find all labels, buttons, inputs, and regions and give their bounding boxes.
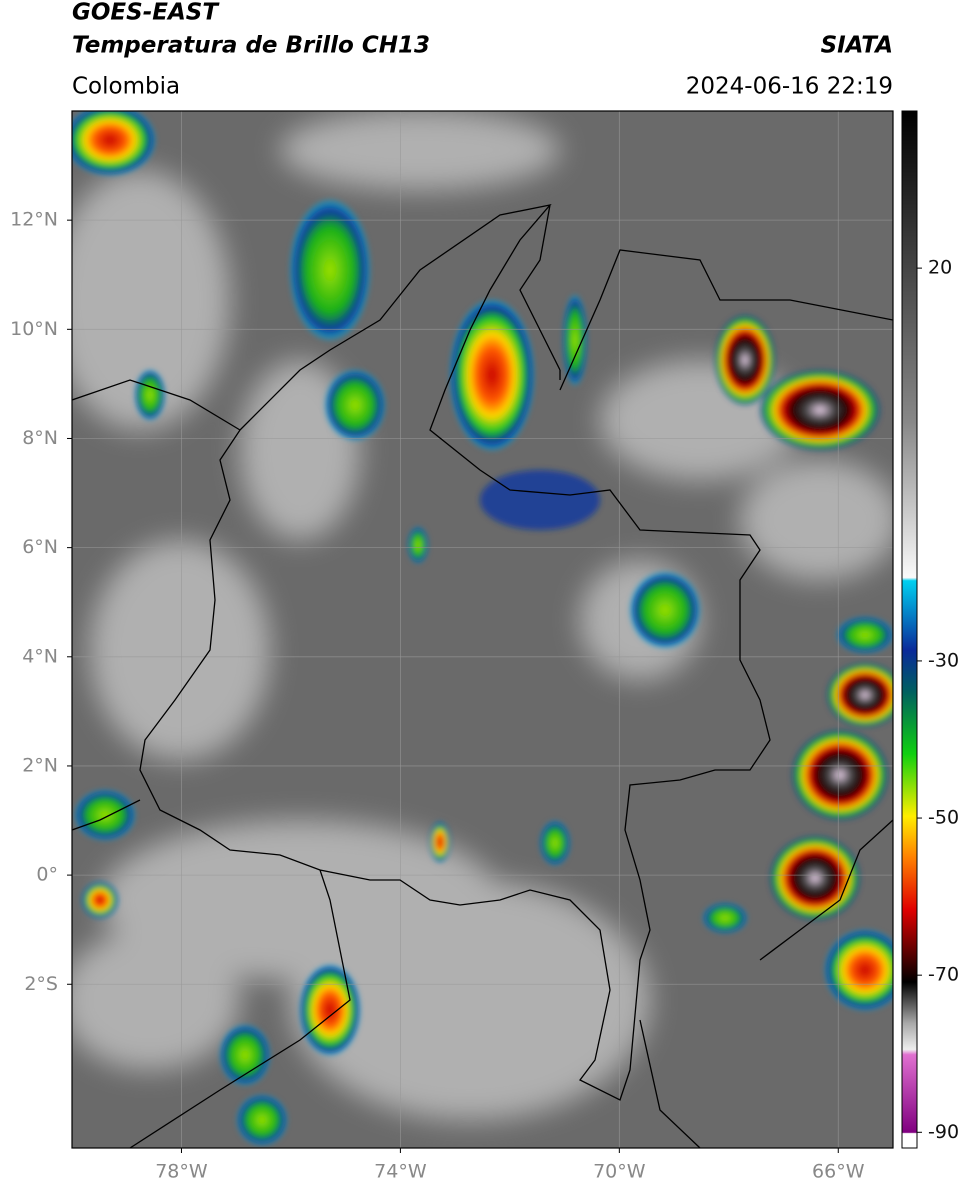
lat-tick-label: 2°S	[24, 973, 58, 995]
map-frame	[71, 110, 894, 1149]
colorbar-tick-label: -90	[928, 1121, 959, 1143]
source: SIATA	[821, 33, 893, 59]
region: Colombia	[72, 74, 180, 100]
lat-tick-label: 12°N	[10, 209, 58, 231]
lon-tick-label: 66°W	[812, 1161, 865, 1183]
lon-tick-label: 70°W	[593, 1161, 646, 1183]
colorbar-tick-label: -70	[928, 964, 959, 986]
colorbar-tick-label: -30	[928, 649, 959, 671]
lat-tick-label: 4°N	[22, 645, 58, 667]
imagery	[72, 111, 893, 1148]
lat-tick-label: 6°N	[22, 536, 58, 558]
lat-tick-label: 10°N	[10, 318, 58, 340]
colorbar-tick-label: -50	[928, 807, 959, 829]
lat-tick-label: 0°	[36, 864, 58, 886]
lat-tick-label: 2°N	[22, 754, 58, 776]
datetime: 2024-06-16 22:19	[686, 74, 893, 100]
lon-tick-label: 78°W	[155, 1161, 208, 1183]
colorbar-tick-label: 20	[928, 257, 952, 279]
lat-tick-label: 8°N	[22, 427, 58, 449]
lon-tick-label: 74°W	[374, 1161, 427, 1183]
product-title: Temperatura de Brillo CH13	[72, 33, 430, 59]
satellite-title: GOES-EAST	[72, 0, 220, 26]
colorbar	[901, 110, 918, 1149]
